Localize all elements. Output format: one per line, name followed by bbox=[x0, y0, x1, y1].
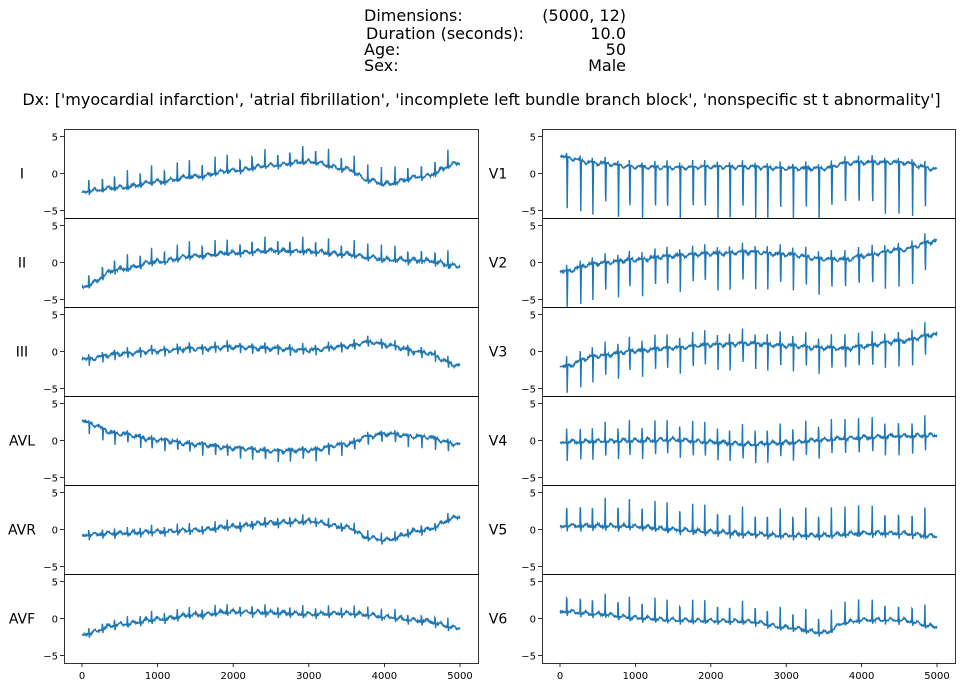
y-tick-label-v4-1: 0 bbox=[530, 437, 536, 448]
x-tick-label-v6-2: 2000 bbox=[698, 671, 723, 682]
lead-label-avr: AVR bbox=[8, 523, 36, 539]
y-tick-label-v5-2: 5 bbox=[530, 488, 536, 499]
y-tick-label-v6-1: 0 bbox=[530, 615, 536, 626]
panel-frame-v6 bbox=[542, 574, 956, 664]
x-tick-label-v6-3: 3000 bbox=[773, 671, 798, 682]
y-tick-label-i-1: 0 bbox=[52, 170, 58, 181]
y-tick-label-v3-0: −5 bbox=[521, 385, 536, 396]
waveform-v6 bbox=[559, 593, 938, 637]
lead-label-avf: AVF bbox=[9, 612, 35, 628]
waveform-avf bbox=[81, 604, 461, 638]
x-tick-label-avf-3: 3000 bbox=[296, 671, 321, 682]
y-tick-label-v2-0: −5 bbox=[521, 296, 536, 307]
lead-label-v5: V5 bbox=[489, 523, 507, 539]
y-tick-label-v6-2: 5 bbox=[530, 577, 536, 588]
y-tick-label-avl-2: 5 bbox=[52, 399, 58, 410]
x-tick-label-avf-1: 1000 bbox=[145, 671, 170, 682]
x-tick-label-avf-5: 5000 bbox=[447, 671, 472, 682]
panel-frame-i bbox=[64, 129, 479, 219]
y-tick-label-avl-0: −5 bbox=[43, 474, 58, 485]
y-tick-label-v5-0: −5 bbox=[521, 563, 536, 574]
panel-frame-avf bbox=[64, 574, 479, 664]
panel-frame-avl bbox=[64, 396, 479, 486]
waveform-v3 bbox=[559, 322, 938, 393]
y-tick-label-v1-1: 0 bbox=[530, 170, 536, 181]
y-tick-label-avf-2: 5 bbox=[52, 577, 58, 588]
waveform-v5 bbox=[559, 497, 938, 541]
lead-label-avl: AVL bbox=[9, 434, 35, 450]
y-tick-label-v4-2: 5 bbox=[530, 399, 536, 410]
y-tick-label-v3-1: 0 bbox=[530, 348, 536, 359]
y-tick-label-ii-0: −5 bbox=[43, 296, 58, 307]
lead-label-v4: V4 bbox=[489, 434, 508, 450]
y-tick-label-iii-2: 5 bbox=[52, 310, 58, 321]
diagnosis-line: Dx: ['myocardial infarction', 'atrial fi… bbox=[22, 90, 941, 109]
y-tick-label-v1-2: 5 bbox=[530, 132, 536, 143]
y-tick-label-i-2: 5 bbox=[52, 132, 58, 143]
y-tick-label-avf-1: 0 bbox=[52, 615, 58, 626]
sex-label: Sex: bbox=[364, 56, 399, 75]
waveform-v1 bbox=[559, 152, 938, 218]
age-value: 50 bbox=[605, 40, 626, 59]
waveform-iii bbox=[81, 335, 461, 370]
lead-label-v2: V2 bbox=[489, 256, 507, 272]
y-tick-label-v1-0: −5 bbox=[521, 207, 536, 218]
panel-frame-v2 bbox=[542, 218, 956, 308]
y-tick-label-avf-0: −5 bbox=[43, 652, 58, 663]
y-tick-label-v6-0: −5 bbox=[521, 652, 536, 663]
y-tick-label-avr-0: −5 bbox=[43, 563, 58, 574]
dimensions-value: (5000, 12) bbox=[542, 6, 626, 25]
x-tick-label-v6-5: 5000 bbox=[924, 671, 949, 682]
age-label: Age: bbox=[364, 40, 401, 59]
ecg-record-header: Dimensions: (5000, 12) Duration (seconds… bbox=[0, 0, 963, 120]
y-tick-label-iii-0: −5 bbox=[43, 385, 58, 396]
duration-value: 10.0 bbox=[590, 24, 626, 43]
x-tick-label-avf-2: 2000 bbox=[220, 671, 245, 682]
y-tick-label-v4-0: −5 bbox=[521, 474, 536, 485]
y-tick-label-ii-2: 5 bbox=[52, 221, 58, 232]
lead-label-ii: II bbox=[18, 256, 26, 272]
y-tick-label-ii-1: 0 bbox=[52, 259, 58, 270]
waveform-v2 bbox=[559, 233, 938, 307]
sex-value: Male bbox=[588, 56, 626, 75]
y-tick-label-v3-2: 5 bbox=[530, 310, 536, 321]
x-tick-label-v6-1: 1000 bbox=[623, 671, 648, 682]
y-tick-label-v5-1: 0 bbox=[530, 526, 536, 537]
waveform-i bbox=[81, 145, 461, 196]
y-tick-label-avr-2: 5 bbox=[52, 488, 58, 499]
x-tick-label-v6-4: 4000 bbox=[849, 671, 874, 682]
lead-label-iii: III bbox=[16, 345, 28, 361]
waveform-avr bbox=[81, 512, 461, 545]
waveform-ii bbox=[81, 236, 461, 290]
dimensions-label: Dimensions: bbox=[364, 6, 463, 25]
y-tick-label-i-0: −5 bbox=[43, 207, 58, 218]
lead-label-v1: V1 bbox=[489, 167, 507, 183]
waveform-v4 bbox=[559, 415, 938, 464]
y-tick-label-v2-1: 0 bbox=[530, 259, 536, 270]
y-tick-label-avl-1: 0 bbox=[52, 437, 58, 448]
y-tick-label-v2-2: 5 bbox=[530, 221, 536, 232]
lead-label-v3: V3 bbox=[489, 345, 507, 361]
x-tick-label-avf-4: 4000 bbox=[372, 671, 397, 682]
y-tick-label-avr-1: 0 bbox=[52, 526, 58, 537]
y-tick-label-iii-1: 0 bbox=[52, 348, 58, 359]
waveform-avl bbox=[81, 418, 461, 463]
lead-label-i: I bbox=[20, 167, 24, 183]
panel-frame-v1 bbox=[542, 129, 956, 219]
x-tick-label-v6-0: 0 bbox=[557, 671, 563, 682]
lead-label-v6: V6 bbox=[489, 612, 508, 628]
duration-label: Duration (seconds): bbox=[366, 24, 524, 43]
x-tick-label-avf-0: 0 bbox=[79, 671, 85, 682]
